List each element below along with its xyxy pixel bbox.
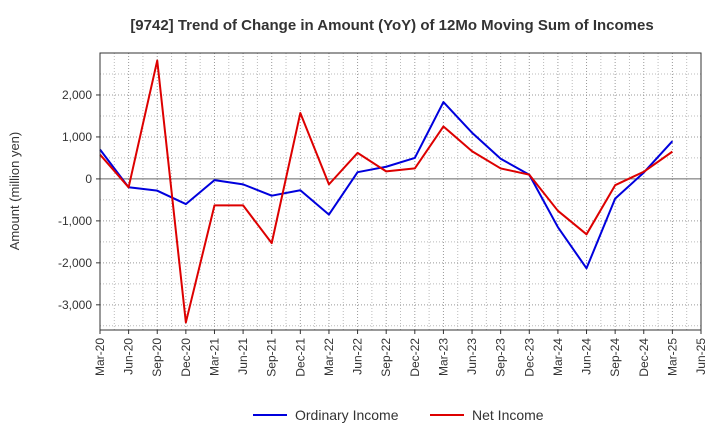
x-tick-label: Sep-20	[150, 338, 164, 377]
x-tick-label: Mar-20	[93, 338, 107, 376]
x-tick-label: Sep-24	[608, 338, 622, 377]
series-line-net-income	[99, 59, 673, 324]
grid	[100, 53, 701, 330]
x-tick-label: Jun-23	[465, 338, 479, 375]
y-tick-label: -1,000	[58, 214, 92, 228]
x-tick-label: Jun-20	[122, 338, 136, 375]
x-tick-label: Dec-22	[408, 338, 422, 377]
y-tick-label: -2,000	[58, 256, 92, 270]
plot-area-border	[99, 52, 702, 331]
legend-label: Net Income	[472, 407, 544, 423]
y-tick-label: -3,000	[58, 298, 92, 312]
series-lines	[99, 59, 674, 324]
y-tick-label: 1,000	[62, 130, 92, 144]
x-tick-label: Jun-24	[580, 338, 594, 375]
series-line-ordinary-income	[99, 101, 674, 270]
x-tick-label: Dec-21	[293, 338, 307, 377]
x-tick-label: Jun-25	[694, 338, 708, 375]
legend-label: Ordinary Income	[295, 407, 399, 423]
x-tick-label: Mar-25	[665, 338, 679, 376]
x-tick-label: Mar-21	[207, 338, 221, 376]
x-tick-label: Dec-23	[522, 338, 536, 377]
legend: Ordinary Income Net Income	[253, 407, 544, 423]
y-axis-ticks: 2,000 1,000 0 -1,000 -2,000 -3,000	[58, 88, 100, 312]
x-tick-label: Dec-24	[637, 338, 651, 377]
x-tick-label: Sep-22	[379, 338, 393, 377]
x-tick-label: Mar-24	[551, 338, 565, 376]
chart-title: [9742] Trend of Change in Amount (YoY) o…	[130, 17, 653, 34]
x-tick-label: Dec-20	[179, 338, 193, 377]
x-tick-label: Jun-22	[351, 338, 365, 375]
x-axis-ticks: Mar-20 Jun-20 Sep-20 Dec-20 Mar-21 Jun-21 Sep-…	[93, 330, 708, 377]
x-tick-label: Jun-21	[236, 338, 250, 375]
x-tick-label: Mar-22	[322, 338, 336, 376]
x-tick-label: Sep-23	[494, 338, 508, 377]
y-tick-label: 0	[85, 172, 92, 186]
x-tick-label: Sep-21	[265, 338, 279, 377]
y-axis-label: Amount (million yen)	[7, 132, 22, 251]
y-tick-label: 2,000	[62, 88, 92, 102]
x-tick-label: Mar-23	[436, 338, 450, 376]
